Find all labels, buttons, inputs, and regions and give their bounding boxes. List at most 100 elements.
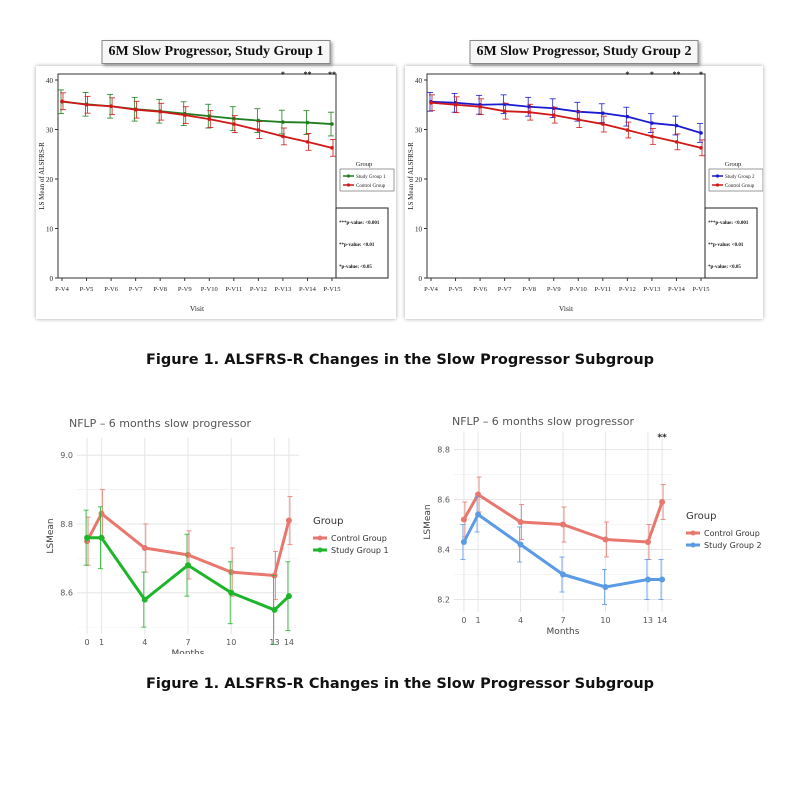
legend-label: Control Group xyxy=(704,529,760,538)
pvalue-note: ***p-value: <0.001 xyxy=(708,221,749,226)
x-tick-label: P-V14 xyxy=(668,286,686,293)
x-tick-label: P-V11 xyxy=(225,286,242,293)
x-tick-label: P-V14 xyxy=(299,286,317,293)
pvalue-note: **p-value: <0.01 xyxy=(339,243,375,248)
series-control-group xyxy=(60,92,336,157)
series-study-group-1 xyxy=(83,506,292,645)
data-point xyxy=(478,104,482,109)
significance-marker: * xyxy=(650,70,654,79)
data-point xyxy=(141,545,148,552)
data-point xyxy=(460,539,467,545)
chart-title: NFLP – 6 months slow progressor xyxy=(452,415,634,428)
y-tick-label: 9.0 xyxy=(60,451,73,460)
y-axis-label: LSMean xyxy=(423,504,433,539)
data-point xyxy=(674,123,679,128)
legend-title: Group xyxy=(725,161,742,168)
data-point xyxy=(98,510,105,517)
chart-title: NFLP – 6 months slow progressor xyxy=(69,417,251,430)
x-tick-label: P-V9 xyxy=(178,286,192,293)
significance-marker: ** xyxy=(657,433,667,443)
series-study-group-2 xyxy=(460,496,666,605)
y-axis-label: LS Mean of ALSFRS-R xyxy=(407,142,415,210)
y-tick-label: 40 xyxy=(46,77,54,85)
significance-marker: ** xyxy=(672,70,680,79)
x-tick-label: P-V8 xyxy=(153,286,167,293)
x-tick-label: P-V5 xyxy=(449,286,463,293)
data-point xyxy=(644,576,651,583)
series-study-group-1 xyxy=(58,89,334,137)
significance-marker: ** xyxy=(303,70,311,79)
data-point xyxy=(281,120,285,124)
data-point xyxy=(141,596,148,603)
legend-marker xyxy=(346,183,351,187)
pvalue-note: *p-value: <0.05 xyxy=(708,265,741,270)
data-point xyxy=(330,122,334,126)
x-tick-label: 13 xyxy=(269,638,279,647)
plot-frame xyxy=(426,73,706,279)
y-axis-label: LS Mean of ALSFRS-R xyxy=(38,142,46,210)
x-axis-label: Visit xyxy=(190,304,205,313)
legend-title: Group xyxy=(686,511,716,522)
x-tick-label: P-V11 xyxy=(594,286,611,293)
pvalue-note: ***p-value: <0.001 xyxy=(339,221,380,226)
x-tick-label: P-V8 xyxy=(522,286,536,293)
data-point xyxy=(305,140,310,144)
legend-marker xyxy=(690,542,696,548)
figure-caption-bottom: Figure 1. ALSFRS-R Changes in the Slow P… xyxy=(145,676,655,692)
x-tick-label: P-V13 xyxy=(274,286,291,293)
significance-marker: * xyxy=(625,70,629,79)
pvalue-box xyxy=(704,207,758,279)
x-axis-label: Visit xyxy=(559,304,574,313)
legend-label: Study Group 2 xyxy=(704,541,762,550)
data-point xyxy=(182,113,187,117)
data-point xyxy=(527,110,531,114)
x-tick-label: P-V13 xyxy=(643,286,660,293)
data-point xyxy=(453,102,458,107)
pvalue-note: *p-value: <0.05 xyxy=(339,265,372,270)
x-tick-label: 14 xyxy=(284,638,294,647)
data-point xyxy=(601,111,605,115)
x-tick-label: P-V10 xyxy=(570,286,587,293)
x-tick-label: 13 xyxy=(643,616,653,625)
x-tick-label: P-V6 xyxy=(473,286,487,293)
y-tick-label: 10 xyxy=(46,226,54,234)
data-point xyxy=(60,99,64,104)
significance-marker: * xyxy=(699,70,703,79)
y-tick-label: 30 xyxy=(415,127,423,135)
x-tick-label: 4 xyxy=(518,616,523,625)
data-point xyxy=(429,100,433,105)
legend-label: Control Group xyxy=(725,184,755,189)
x-tick-label: P-V7 xyxy=(498,286,512,293)
data-point xyxy=(133,107,138,112)
x-tick-label: 4 xyxy=(142,638,147,647)
y-tick-label: 8.8 xyxy=(437,446,450,455)
data-point xyxy=(228,569,235,576)
y-tick-label: 20 xyxy=(46,176,54,184)
data-point xyxy=(502,109,507,113)
data-point xyxy=(460,516,467,523)
data-point xyxy=(158,109,162,114)
data-point xyxy=(576,117,581,122)
plot-frame xyxy=(57,73,337,279)
x-tick-label: P-V7 xyxy=(129,286,143,293)
y-tick-label: 8.8 xyxy=(60,520,73,529)
data-point xyxy=(475,491,482,498)
data-point xyxy=(256,128,261,132)
legend-marker xyxy=(317,535,323,541)
y-tick-label: 10 xyxy=(415,226,423,234)
x-tick-label: P-V12 xyxy=(619,286,636,293)
legend-title: Group xyxy=(356,161,373,168)
data-point xyxy=(674,140,679,144)
alsfrs-study-group-1-chart: 0 10 20 30 40 P-V4 P-V5 P-V6 P-V7 P-V8 P-V9 P-V10 P-… xyxy=(38,70,395,313)
series-line xyxy=(61,100,333,149)
data-point xyxy=(330,146,334,150)
y-tick-label: 8.6 xyxy=(437,496,450,505)
legend-label: Control Group xyxy=(331,534,387,543)
data-point xyxy=(475,511,482,518)
data-point xyxy=(699,146,703,150)
y-tick-label: 0 xyxy=(50,275,54,283)
y-tick-label: 20 xyxy=(415,176,423,184)
data-point xyxy=(699,131,703,135)
y-axis-label: LSMean xyxy=(46,518,56,553)
